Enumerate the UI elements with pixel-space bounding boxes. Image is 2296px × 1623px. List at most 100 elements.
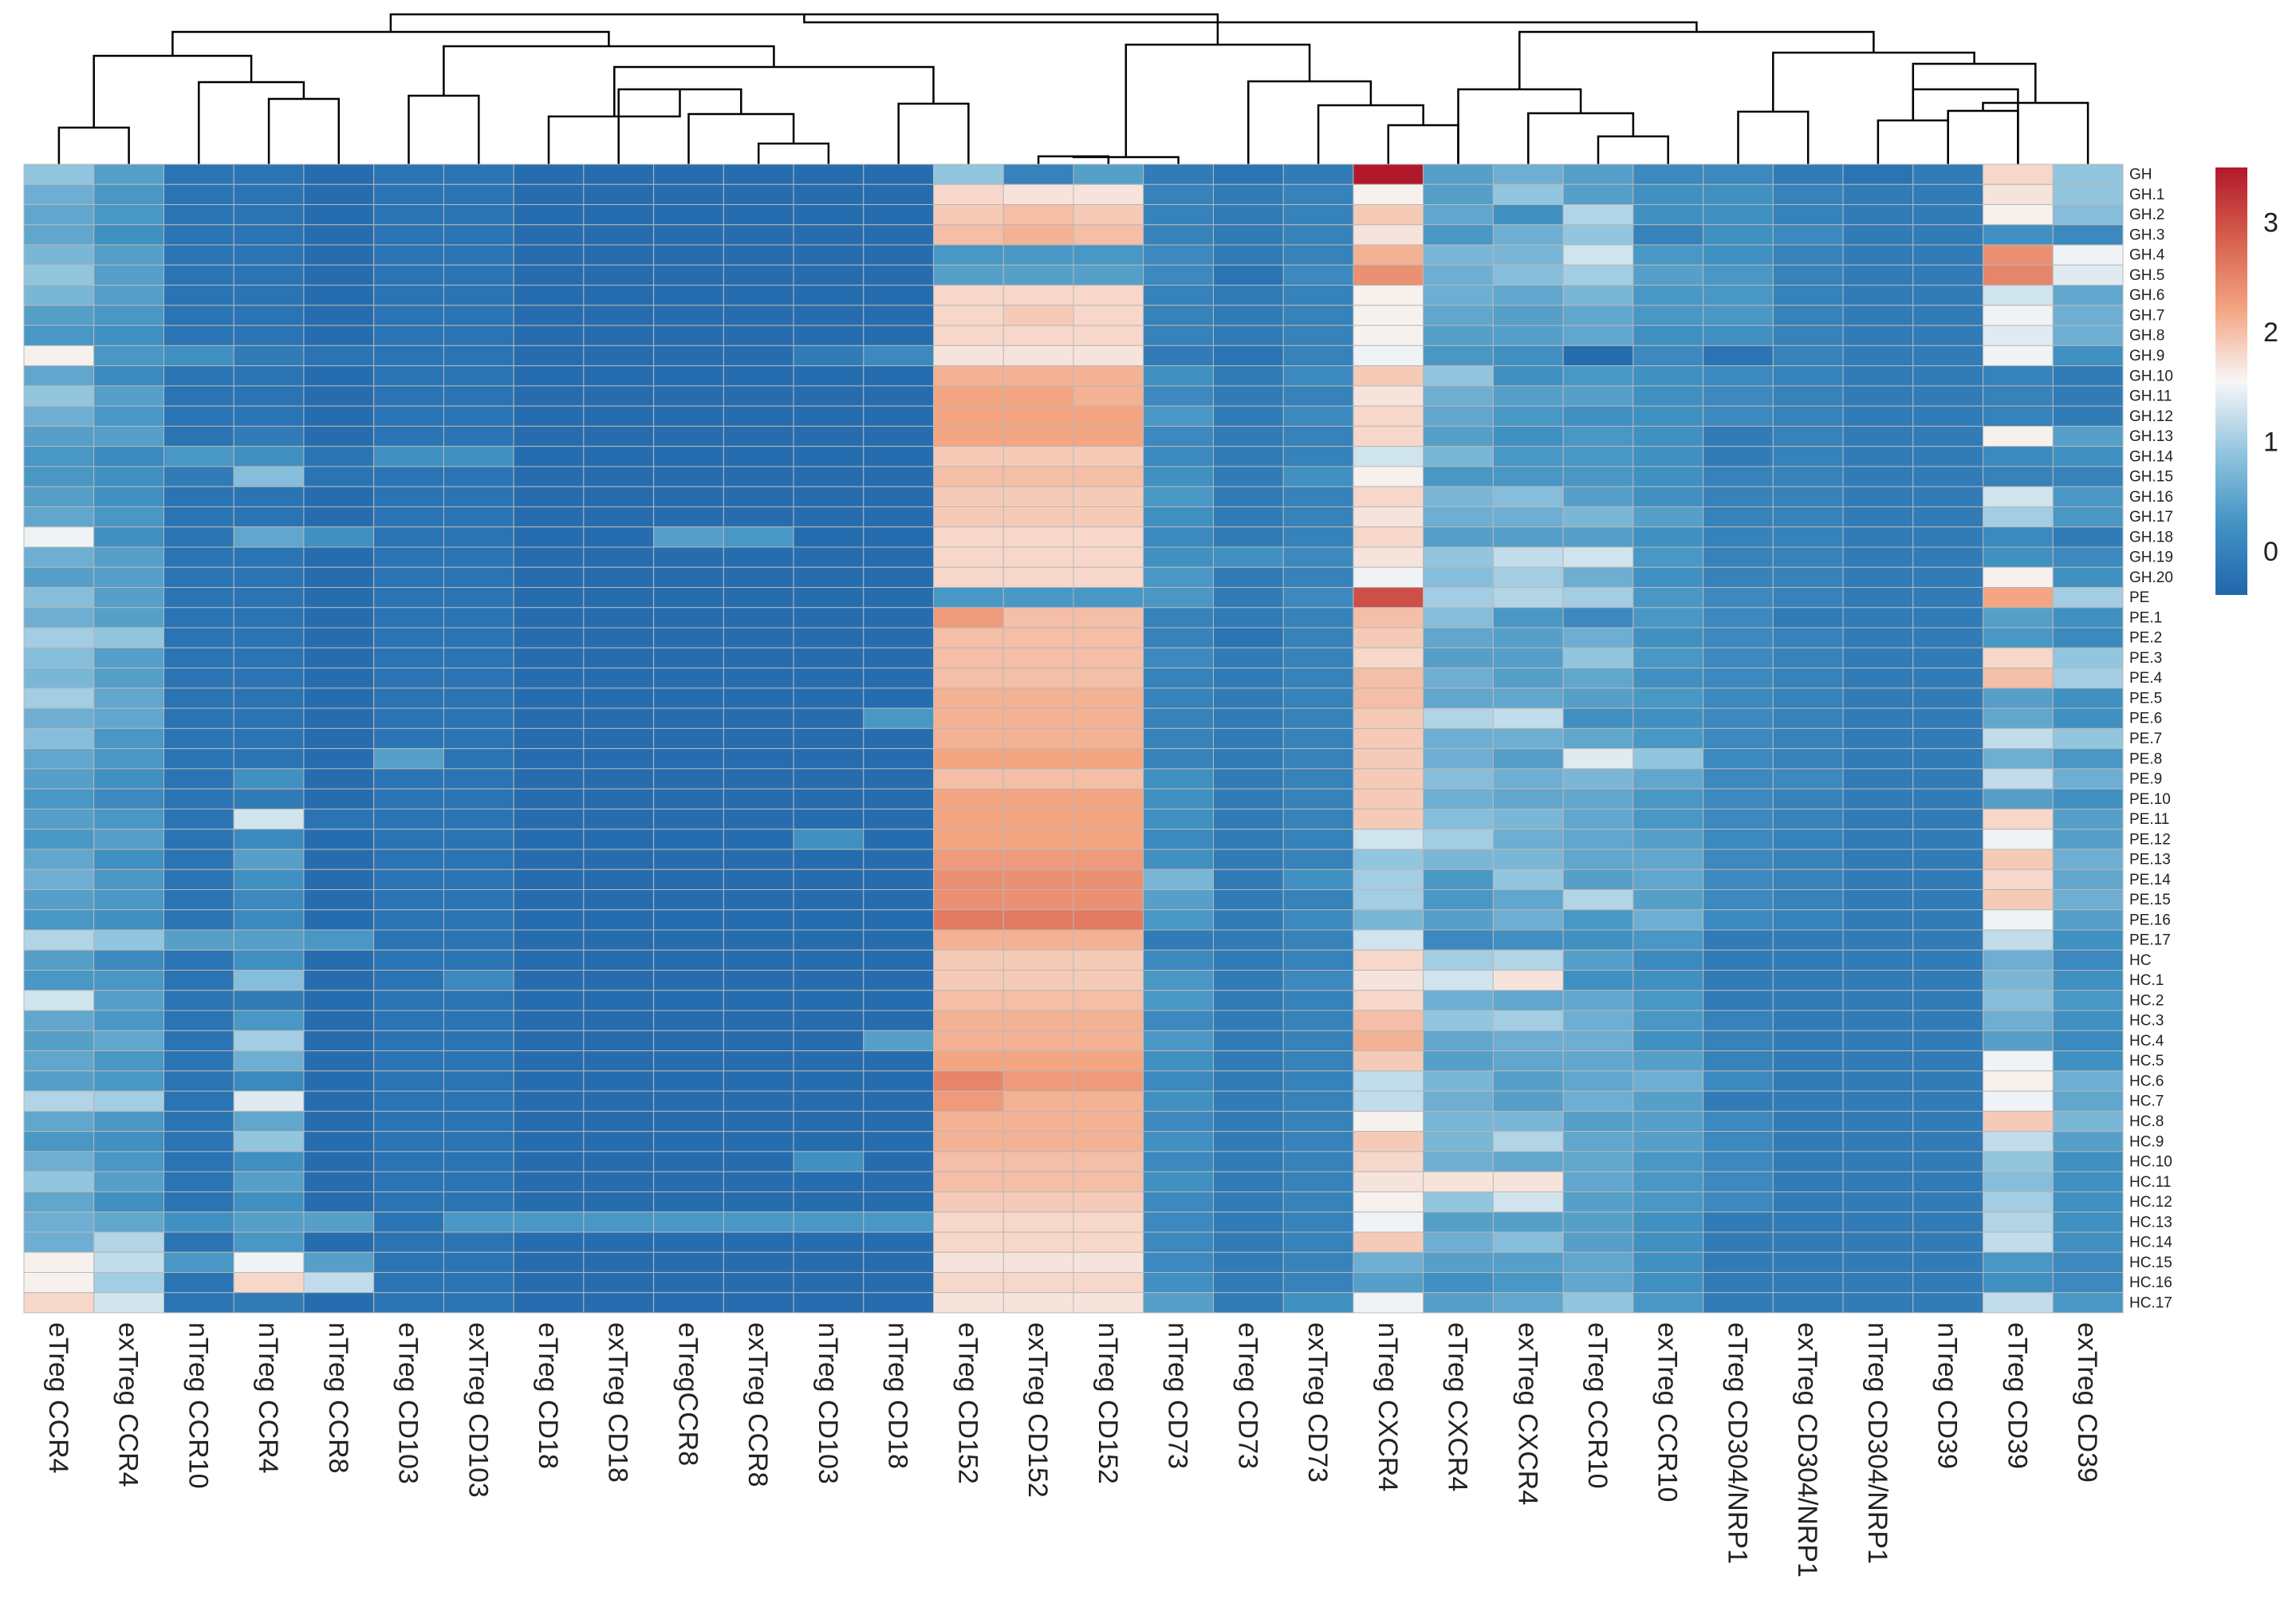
heatmap-cell <box>1002 566 1074 589</box>
heatmap-cell <box>1632 707 1704 729</box>
heatmap-cell <box>1073 1131 1144 1152</box>
heatmap-cell <box>1632 425 1704 447</box>
heatmap-cell <box>1492 526 1564 548</box>
heatmap-cell <box>303 365 375 387</box>
heatmap-cell <box>1562 869 1634 890</box>
heatmap-cell <box>1772 405 1844 427</box>
heatmap-cell <box>1423 1171 1494 1192</box>
heatmap-cell <box>863 566 935 589</box>
heatmap-cell <box>723 566 794 589</box>
heatmap-cell <box>233 546 305 568</box>
heatmap-cell <box>1842 486 1914 507</box>
heatmap-cell <box>1983 1110 2054 1133</box>
heatmap-cell <box>93 546 164 568</box>
heatmap-cell <box>1282 405 1354 427</box>
heatmap-cell <box>93 305 164 326</box>
heatmap-cell <box>1842 1030 1914 1052</box>
heatmap-cell <box>163 647 234 669</box>
heatmap-cell <box>1492 546 1564 568</box>
heatmap-cell <box>1842 285 1914 306</box>
heatmap-cell <box>1212 345 1284 367</box>
heatmap-cell <box>583 244 655 266</box>
heatmap-cell <box>723 466 794 487</box>
heatmap-cell <box>303 486 375 507</box>
heatmap-cell <box>723 1191 794 1213</box>
heatmap-cell <box>1562 204 1634 226</box>
heatmap-cell <box>1353 546 1424 568</box>
heatmap-cell <box>303 183 375 206</box>
heatmap-cell <box>863 748 935 770</box>
heatmap-cell <box>373 829 444 850</box>
heatmap-cell <box>933 707 1004 729</box>
heatmap-cell <box>1703 647 1774 669</box>
heatmap-cell <box>1983 970 2054 991</box>
heatmap-cell <box>1353 1090 1424 1112</box>
heatmap-cell <box>1703 163 1774 185</box>
heatmap-cell <box>233 888 305 911</box>
heatmap-cell <box>163 204 234 226</box>
heatmap-cell <box>1002 1151 1074 1172</box>
heatmap-cell <box>1492 385 1564 407</box>
heatmap-cell <box>653 748 724 770</box>
heatmap-cell <box>1282 1090 1354 1112</box>
heatmap-cell <box>1002 808 1074 830</box>
heatmap-cell <box>163 849 234 870</box>
heatmap-cell <box>1983 365 2054 387</box>
heatmap-cell <box>303 1070 375 1092</box>
heatmap-cell <box>233 668 305 689</box>
heatmap-cell <box>513 1191 585 1213</box>
row-label: PE.12 <box>2129 831 2171 848</box>
heatmap-cell <box>583 264 655 286</box>
heatmap-cell <box>1143 1271 1214 1294</box>
heatmap-cell <box>1212 1231 1284 1253</box>
heatmap-cell <box>1212 546 1284 568</box>
heatmap-cell <box>933 566 1004 589</box>
heatmap-cell <box>1912 990 1984 1011</box>
heatmap-cell <box>1632 466 1704 487</box>
row-label: HC.2 <box>2129 992 2164 1009</box>
heatmap-cell <box>1282 1010 1354 1031</box>
heatmap-cell <box>1212 1050 1284 1072</box>
heatmap-cell <box>233 1090 305 1112</box>
heatmap-cell <box>793 909 864 931</box>
heatmap-cell <box>793 1010 864 1031</box>
heatmap-cell <box>303 385 375 407</box>
heatmap-cell <box>1423 849 1494 870</box>
heatmap-cell <box>1353 1070 1424 1092</box>
heatmap-cell <box>1772 566 1844 589</box>
heatmap-cell <box>653 264 724 286</box>
heatmap-cell <box>1983 727 2054 750</box>
heatmap-cell <box>1423 668 1494 689</box>
heatmap-cell <box>1842 1090 1914 1112</box>
heatmap-cell <box>1002 990 1074 1011</box>
heatmap-cell <box>1073 466 1144 487</box>
heatmap-cell <box>723 849 794 870</box>
heatmap-cell <box>93 888 164 911</box>
heatmap-cell <box>1073 425 1144 447</box>
heatmap-cell <box>1492 224 1564 246</box>
heatmap-cell <box>93 1211 164 1233</box>
heatmap-cell <box>373 385 444 407</box>
heatmap-cell <box>723 285 794 306</box>
heatmap-cell <box>443 264 514 286</box>
heatmap-cell <box>1492 1211 1564 1233</box>
heatmap-cell <box>1423 1251 1494 1273</box>
heatmap-cell <box>373 325 444 346</box>
heatmap-cell <box>1983 183 2054 206</box>
heatmap-cell <box>1562 627 1634 648</box>
row-label: PE.15 <box>2129 892 2171 908</box>
heatmap-cell <box>303 1271 375 1294</box>
heatmap-cell <box>1912 526 1984 548</box>
heatmap-cell <box>443 929 514 951</box>
heatmap-cell <box>1073 365 1144 387</box>
heatmap-cell <box>1562 566 1634 589</box>
heatmap-cell <box>303 607 375 628</box>
heatmap-cell <box>2052 264 2124 286</box>
heatmap-cell <box>1492 808 1564 830</box>
heatmap-cell <box>1703 829 1774 850</box>
heatmap-cell <box>1703 808 1774 830</box>
heatmap-cell <box>583 325 655 346</box>
heatmap-cell <box>443 325 514 346</box>
heatmap-cell <box>2052 1070 2124 1092</box>
heatmap-cell <box>1353 849 1424 870</box>
